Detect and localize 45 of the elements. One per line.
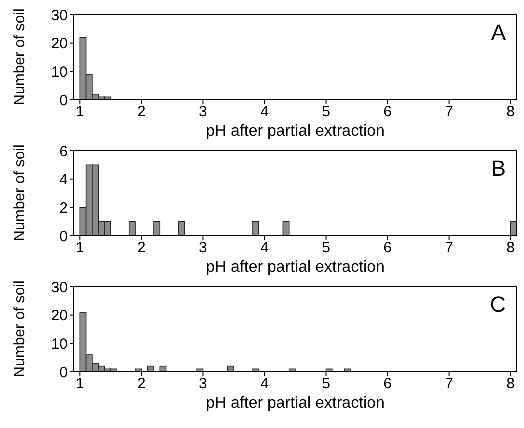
x-tick-label: 3	[199, 240, 208, 257]
y-tick-label: 10	[51, 336, 68, 353]
y-tick-label: 6	[60, 143, 68, 160]
x-tick-label: 1	[76, 104, 84, 121]
annotation: B	[491, 156, 506, 182]
y-tick-label: 0	[60, 364, 68, 382]
y-tick-label: 10	[51, 64, 68, 81]
x-tick-label: 7	[445, 376, 454, 393]
x-tick-label: 2	[138, 104, 146, 121]
x-tick-label: 2	[138, 240, 146, 257]
y-tick-label: 2	[60, 200, 68, 217]
y-tick-label: 30	[51, 7, 68, 24]
y-axis-title: Number of soil	[12, 280, 28, 378]
annotation: A	[491, 20, 506, 46]
x-tick-label: 3	[199, 376, 208, 393]
x-tick-label: 6	[384, 376, 392, 393]
y-tick-label: 20	[51, 36, 68, 53]
y-tick-label: 0	[60, 92, 68, 110]
x-tick-label: 5	[322, 104, 330, 121]
y-axis-title: Number of soil	[12, 144, 28, 242]
x-tick-label: 6	[384, 240, 392, 257]
x-tick-label: 5	[322, 376, 330, 393]
x-tick-label: 7	[445, 240, 454, 257]
x-tick-label: 3	[199, 104, 208, 121]
x-tick-label: 1	[76, 240, 84, 257]
annotation: C	[490, 292, 506, 318]
y-tick-label: 0	[60, 228, 68, 246]
x-tick-label: 8	[506, 240, 516, 257]
x-tick-label: 1	[76, 376, 84, 393]
x-tick-label: 2	[138, 376, 146, 393]
x-axis-title: pH after partial extraction	[205, 259, 386, 277]
x-tick-label: 4	[260, 104, 269, 121]
x-tick-label: 5	[322, 240, 330, 257]
x-tick-label: 6	[384, 104, 392, 121]
y-tick-label: 30	[51, 279, 68, 296]
x-axis-title: pH after partial extraction	[205, 123, 386, 141]
y-tick-label: 4	[60, 172, 68, 189]
x-tick-label: 4	[260, 240, 269, 257]
x-tick-label: 8	[506, 104, 516, 121]
x-tick-label: 7	[445, 104, 454, 121]
x-tick-label: 4	[260, 376, 269, 393]
y-tick-label: 20	[51, 308, 68, 325]
x-axis-title: pH after partial extraction	[205, 395, 386, 413]
y-axis-title: Number of soil	[12, 8, 28, 106]
x-tick-label: 8	[506, 376, 516, 393]
